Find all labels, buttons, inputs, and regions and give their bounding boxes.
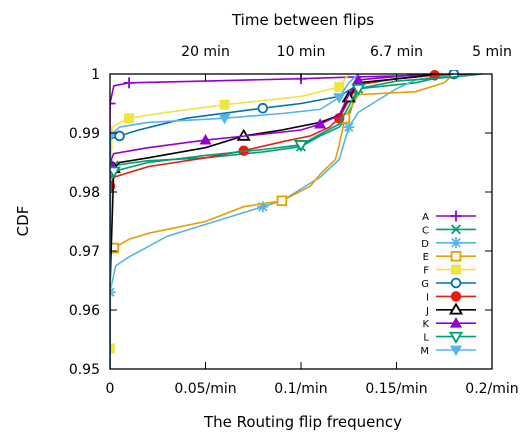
point-k xyxy=(110,156,117,167)
point-d xyxy=(343,121,355,133)
legend-marker-m xyxy=(449,345,463,357)
legend-marker-l xyxy=(448,331,464,344)
x-tick-label: 0.2/min xyxy=(465,381,518,397)
legend-marker-i xyxy=(450,291,462,302)
point-m xyxy=(218,113,231,125)
point-f xyxy=(219,99,230,110)
y-tick-label: 0.98 xyxy=(69,185,100,201)
y-tick-label: 1 xyxy=(91,67,100,83)
top-tick-label: 20 min xyxy=(181,44,230,60)
legend-label-e: E xyxy=(423,252,429,263)
point-g xyxy=(257,102,269,114)
point-d xyxy=(257,201,269,213)
point-f xyxy=(110,343,115,354)
series-e xyxy=(110,73,455,369)
legend-marker-c xyxy=(450,224,462,235)
y-tick-label: 0.99 xyxy=(69,126,100,142)
top-tick-label: 6.7 min xyxy=(370,44,423,60)
x-tick-label: 0.1/min xyxy=(274,381,327,397)
series-j xyxy=(110,73,435,369)
series-l xyxy=(110,73,483,369)
point-k xyxy=(199,134,212,145)
legend-label-g: G xyxy=(421,279,429,290)
series-line-m xyxy=(110,73,359,369)
plot-frame xyxy=(109,73,493,370)
legend-marker-g xyxy=(450,277,462,289)
point-a xyxy=(110,98,116,109)
legend-label-c: C xyxy=(422,225,429,236)
y-tick-label: 0.97 xyxy=(69,244,100,260)
top-axis-label: Time between flips xyxy=(231,11,374,29)
point-k xyxy=(314,118,327,129)
series-layer xyxy=(110,70,483,369)
legend-marker-d xyxy=(450,237,462,249)
series-line-c xyxy=(110,73,454,369)
point-l xyxy=(293,140,309,153)
legend-label-f: F xyxy=(423,266,429,277)
point-m xyxy=(110,131,117,142)
legend-label-j: J xyxy=(425,306,429,317)
top-tick-label: 10 min xyxy=(277,44,326,60)
series-line-e xyxy=(110,73,455,369)
point-e xyxy=(110,242,120,254)
x-tick-label: 0.15/min xyxy=(365,381,427,397)
legend-label-l: L xyxy=(423,333,429,344)
series-line-g xyxy=(110,73,454,369)
legend-marker-j xyxy=(448,302,464,315)
point-f xyxy=(124,113,135,124)
point-e xyxy=(276,195,288,207)
point-k xyxy=(352,73,365,85)
legend-marker-e xyxy=(450,250,462,262)
series-line-a xyxy=(110,73,473,369)
series-i xyxy=(110,70,454,369)
point-g xyxy=(114,130,125,142)
point-f xyxy=(334,82,345,92)
x-tick-label: 0 xyxy=(106,381,115,397)
series-m xyxy=(110,73,359,369)
legend-label-k: K xyxy=(422,319,429,330)
series-k xyxy=(110,73,426,369)
series-line-l xyxy=(110,73,483,369)
legend-marker-k xyxy=(449,317,463,328)
series-c xyxy=(110,73,454,369)
legend-label-m: M xyxy=(420,346,429,357)
series-line-k xyxy=(110,73,426,369)
y-tick-label: 0.95 xyxy=(69,362,100,378)
x-axis-label: The Routing flip frequency xyxy=(203,413,402,431)
series-line-j xyxy=(110,73,435,369)
point-a xyxy=(123,77,135,89)
series-g xyxy=(110,70,460,369)
legend-label-a: A xyxy=(422,212,429,223)
point-m xyxy=(333,93,346,104)
legend-marker-a xyxy=(450,210,462,222)
y-tick-label: 0.96 xyxy=(69,303,100,319)
legend-label-d: D xyxy=(421,239,429,250)
series-line-i xyxy=(110,73,454,369)
top-tick-label: 5 min xyxy=(472,44,512,60)
point-l xyxy=(351,84,366,97)
legend-marker-f xyxy=(451,264,461,275)
point-l xyxy=(110,166,121,179)
x-tick-label: 0.05/min xyxy=(174,381,236,397)
legend-label-i: I xyxy=(426,292,429,303)
y-axis-label: CDF xyxy=(14,206,32,237)
series-a xyxy=(110,70,473,369)
series-line-d xyxy=(110,73,454,369)
axes: 0 0.05/min 0.1/min 0.15/min 0.2/min 0.95 0.96 0… xyxy=(69,44,519,397)
